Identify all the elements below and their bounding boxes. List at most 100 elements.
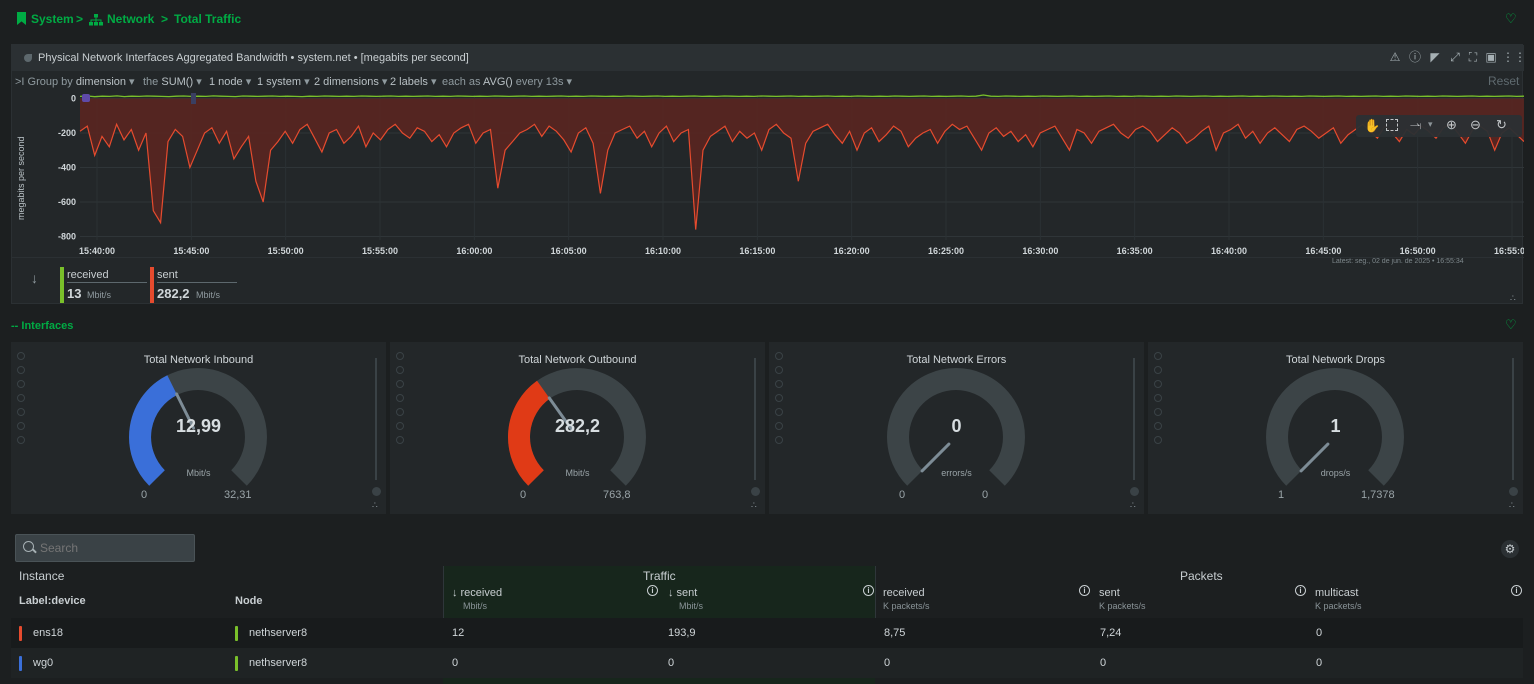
- info-icon[interactable]: ⓘ: [1408, 50, 1421, 64]
- dimensions-filter[interactable]: 2 dimensions ▾: [314, 76, 388, 88]
- horizontal-zoom-icon[interactable]: ⥓: [1410, 117, 1422, 132]
- tool-icon[interactable]: [396, 408, 404, 416]
- table-row[interactable]: wg0 nethserver8 0 0 0 0 0: [11, 648, 1523, 678]
- search-input[interactable]: [40, 539, 190, 557]
- zoom-in-icon[interactable]: ⊕: [1446, 117, 1457, 132]
- column-header[interactable]: ↓ sent: [668, 587, 698, 599]
- resize-handle-icon[interactable]: ∴: [1510, 293, 1516, 303]
- x-tick-label: 16:50:00: [1400, 246, 1436, 256]
- group-header-instance: Instance: [19, 569, 65, 583]
- x-tick-label: 16:10:00: [645, 246, 681, 256]
- column-unit: Mbit/s: [679, 601, 704, 611]
- save-icon[interactable]: ▣: [1485, 50, 1497, 64]
- table-row[interactable]: ens18 nethserver8 12 193,9 8,75 7,24 0: [11, 618, 1523, 648]
- breadcrumb-system[interactable]: System: [31, 12, 74, 26]
- tool-icon[interactable]: [396, 394, 404, 402]
- x-tick-label: 16:45:00: [1305, 246, 1341, 256]
- gauge-unit: errors/s: [941, 468, 972, 478]
- tool-icon[interactable]: [775, 366, 783, 374]
- close-icon[interactable]: [751, 487, 760, 496]
- heart-icon[interactable]: ♡: [1505, 317, 1517, 332]
- tool-icon[interactable]: [396, 422, 404, 430]
- tool-icon[interactable]: [1154, 436, 1162, 444]
- chart-status-icon: [24, 54, 32, 62]
- column-header[interactable]: received: [883, 587, 925, 599]
- info-icon[interactable]: i: [647, 585, 658, 596]
- column-header[interactable]: ↓ received: [452, 587, 503, 599]
- reset-zoom-icon[interactable]: ↻: [1496, 117, 1507, 132]
- tool-icon[interactable]: [775, 394, 783, 402]
- chevron-down-icon[interactable]: ▾: [1428, 119, 1433, 129]
- device-color-chip: [19, 656, 22, 671]
- close-icon[interactable]: [1509, 487, 1518, 496]
- tool-icon[interactable]: [775, 422, 783, 430]
- nodes-filter[interactable]: 1 node ▾: [209, 76, 252, 88]
- aggregation-control[interactable]: the SUM() ▾: [143, 76, 202, 88]
- tool-icon[interactable]: [396, 366, 404, 374]
- tool-icon[interactable]: [1154, 380, 1162, 388]
- systems-filter[interactable]: 1 system ▾: [257, 76, 310, 88]
- column-header-node[interactable]: Node: [235, 595, 263, 607]
- heart-icon[interactable]: ♡: [1505, 11, 1517, 26]
- selection-marker[interactable]: [191, 93, 196, 104]
- column-header[interactable]: multicast: [1315, 587, 1359, 599]
- select-zoom-icon[interactable]: [1386, 119, 1398, 131]
- info-icon[interactable]: i: [1079, 585, 1090, 596]
- resize-handle-icon[interactable]: ∴: [1130, 500, 1136, 510]
- tool-icon[interactable]: [17, 394, 25, 402]
- group-header-traffic: Traffic: [643, 569, 676, 583]
- labels-filter[interactable]: 2 labels ▾: [390, 76, 437, 88]
- search-box[interactable]: [15, 534, 195, 562]
- received-line: [79, 94, 1524, 98]
- annotation-marker[interactable]: [82, 94, 90, 102]
- chart-status-icon[interactable]: [396, 352, 404, 360]
- info-icon[interactable]: i: [1295, 585, 1306, 596]
- chart-type-icon[interactable]: ◤: [1430, 50, 1440, 64]
- close-icon[interactable]: [1130, 487, 1139, 496]
- fullscreen-icon[interactable]: ⛶: [1468, 50, 1478, 64]
- pan-icon[interactable]: ✋: [1364, 118, 1381, 133]
- tool-icon[interactable]: [17, 366, 25, 374]
- tool-icon[interactable]: [396, 380, 404, 388]
- legend-item-received[interactable]: received 13 Mbit/s: [60, 267, 148, 305]
- resize-handle-icon[interactable]: ∴: [751, 500, 757, 510]
- tool-icon[interactable]: [17, 422, 25, 430]
- x-tick-label: 15:45:00: [173, 246, 209, 256]
- gauge-value: 282,2: [554, 416, 601, 436]
- close-icon[interactable]: [372, 487, 381, 496]
- column-header[interactable]: sent: [1099, 587, 1120, 599]
- column-header-label-device[interactable]: Label:device: [19, 595, 86, 607]
- arrow-down-icon[interactable]: ↓: [31, 270, 38, 286]
- tool-icon[interactable]: [1154, 408, 1162, 416]
- bandwidth-chart[interactable]: megabits per second 0 -200 -400 -600 -800 15…: [12, 90, 1524, 258]
- tool-icon[interactable]: [1154, 394, 1162, 402]
- chart-status-icon[interactable]: [775, 352, 783, 360]
- breadcrumb-network[interactable]: Network: [107, 12, 155, 26]
- drag-handle-icon[interactable]: ⋮⋮: [1502, 50, 1526, 64]
- alert-icon[interactable]: ⚠: [1389, 50, 1401, 64]
- info-icon[interactable]: i: [863, 585, 874, 596]
- tool-icon[interactable]: [17, 408, 25, 416]
- tool-icon[interactable]: [17, 380, 25, 388]
- legend-item-sent[interactable]: sent 282,2 Mbit/s: [150, 267, 238, 305]
- resize-handle-icon[interactable]: ∴: [1509, 500, 1515, 510]
- tool-icon[interactable]: [775, 436, 783, 444]
- info-icon[interactable]: i: [1511, 585, 1522, 596]
- tool-icon[interactable]: [17, 436, 25, 444]
- tool-icon[interactable]: [775, 380, 783, 388]
- group-by-control[interactable]: >I Group by dimension ▾: [15, 76, 135, 88]
- chart-status-icon[interactable]: [17, 352, 25, 360]
- resize-handle-icon[interactable]: ∴: [372, 500, 378, 510]
- tool-icon[interactable]: [1154, 422, 1162, 430]
- chart-status-icon[interactable]: [1154, 352, 1162, 360]
- breadcrumb-total-traffic[interactable]: Total Traffic: [174, 12, 242, 26]
- expand-icon[interactable]: ⤢: [1450, 50, 1460, 64]
- tool-icon[interactable]: [775, 408, 783, 416]
- tool-icon[interactable]: [396, 436, 404, 444]
- reset-button[interactable]: Reset: [1488, 74, 1520, 88]
- time-aggregation-control[interactable]: each as AVG() every 13s ▾: [442, 76, 573, 88]
- zoom-out-icon[interactable]: ⊖: [1470, 117, 1481, 132]
- settings-gear-icon[interactable]: ⚙: [1501, 540, 1519, 558]
- table-cell: 0: [1316, 657, 1323, 669]
- tool-icon[interactable]: [1154, 366, 1162, 374]
